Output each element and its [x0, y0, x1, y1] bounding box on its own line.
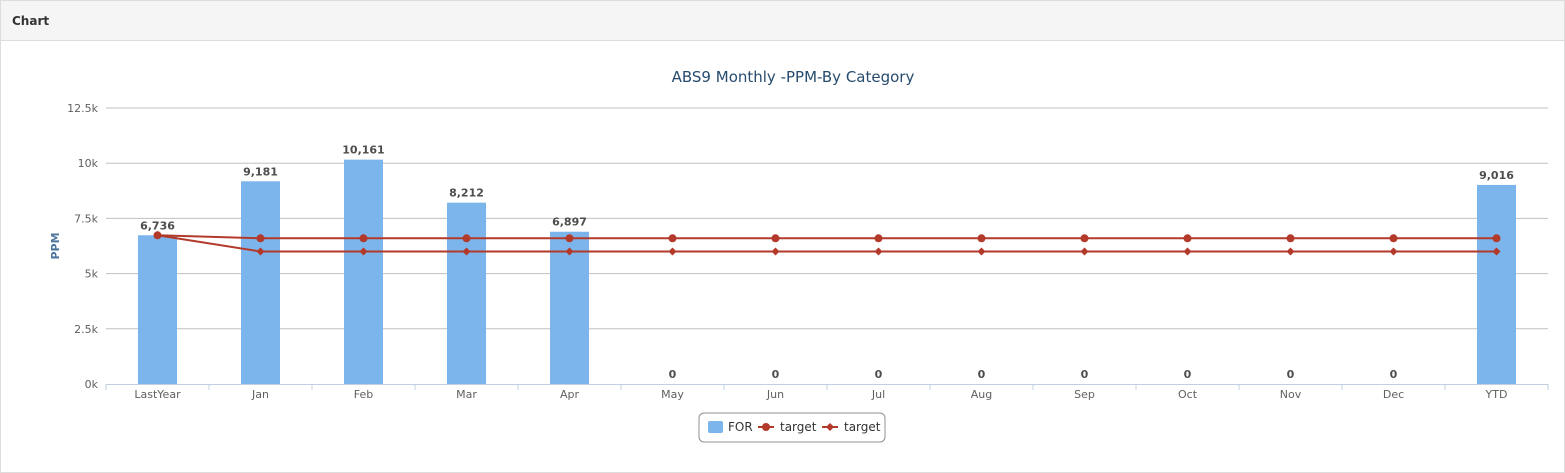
- line-point: [1286, 234, 1295, 243]
- panel-title: Chart: [12, 14, 50, 28]
- x-tick-label: Nov: [1280, 388, 1302, 401]
- line-point: [1080, 234, 1089, 243]
- data-label: 8,212: [449, 187, 484, 200]
- line-point: [565, 234, 574, 243]
- line-point: [977, 247, 986, 256]
- data-label: 9,016: [1479, 169, 1514, 182]
- data-label: 0: [1184, 368, 1192, 381]
- y-tick-label: 0k: [85, 378, 99, 391]
- line-point: [462, 247, 471, 256]
- x-tick-label: May: [661, 388, 684, 401]
- x-tick-label: Mar: [456, 388, 477, 401]
- data-label: 0: [1390, 368, 1398, 381]
- legend-item-target[interactable]: target: [758, 420, 817, 434]
- line-point: [359, 234, 368, 243]
- bar: [447, 202, 486, 384]
- line-point: [1183, 247, 1192, 256]
- legend-marker: [826, 423, 834, 431]
- data-label: 0: [669, 368, 677, 381]
- data-label: 0: [875, 368, 883, 381]
- line-point: [462, 234, 471, 243]
- line-point: [874, 234, 883, 243]
- legend[interactable]: FOR target target: [698, 412, 886, 443]
- legend-box: [698, 412, 886, 443]
- line-point: [1389, 247, 1398, 256]
- line-point: [668, 234, 677, 243]
- y-tick-label: 2.5k: [74, 323, 98, 336]
- line-point: [256, 247, 265, 256]
- legend-item-for[interactable]: FOR: [708, 420, 753, 434]
- grid-lines: [106, 107, 1548, 330]
- data-label: 0: [772, 368, 780, 381]
- series-line: [157, 234, 1497, 253]
- data-label: 0: [1287, 368, 1295, 381]
- y-tick-label: 12.5k: [67, 102, 98, 115]
- line-point: [1286, 247, 1295, 256]
- x-tick-label: Apr: [560, 388, 580, 401]
- x-tick-label: Feb: [354, 388, 373, 401]
- data-label: 9,181: [243, 165, 278, 178]
- data-label: 0: [1081, 368, 1089, 381]
- bar: [1477, 184, 1516, 384]
- line-point: [153, 231, 162, 240]
- data-label: 6,897: [552, 216, 587, 229]
- x-tick-label: Jan: [251, 388, 269, 401]
- panel-header: Chart: [1, 1, 1564, 41]
- x-tick-label: Jul: [871, 388, 885, 401]
- legend-label: target: [780, 420, 817, 434]
- series-line: [157, 234, 1497, 240]
- data-label: 0: [978, 368, 986, 381]
- line-point: [771, 247, 780, 256]
- data-label: 6,736: [140, 219, 175, 232]
- line-point: [1183, 234, 1192, 243]
- bar-series: [138, 159, 1516, 384]
- x-tick-label: Jun: [766, 388, 784, 401]
- bar: [138, 235, 177, 384]
- line-point: [771, 234, 780, 243]
- chart-title: ABS9 Monthly -PPM-By Category: [672, 68, 915, 86]
- line-point: [256, 234, 265, 243]
- y-tick-label: 10k: [78, 157, 99, 170]
- legend-item-target[interactable]: target: [822, 420, 881, 434]
- line-point: [1080, 247, 1089, 256]
- legend-marker: [762, 423, 770, 431]
- x-tick-label: LastYear: [134, 388, 181, 401]
- line-point: [1389, 234, 1398, 243]
- legend-swatch: [708, 421, 723, 433]
- bar: [550, 231, 589, 384]
- y-tick-label: 5k: [85, 268, 99, 281]
- x-tick-label: YTD: [1485, 388, 1508, 401]
- legend-label: target: [844, 420, 881, 434]
- legend-label: FOR: [728, 420, 753, 434]
- x-tick-label: Dec: [1383, 388, 1404, 401]
- x-axis: LastYear Jan Feb Mar Apr May Jun Jul Aug Sep Oct No…: [105, 384, 1549, 401]
- y-axis-label: PPM: [49, 232, 62, 259]
- line-point: [874, 247, 883, 256]
- line-point: [1492, 247, 1501, 256]
- y-tick-label: 7.5k: [74, 212, 98, 225]
- data-labels: 6,736 9,181 10,161 8,212 6,897 0 0 0 0 0 0 0 0 9,016: [140, 144, 1514, 381]
- line-point: [977, 234, 986, 243]
- line-point: [565, 247, 574, 256]
- ppm-chart: ABS9 Monthly -PPM-By Category 0k 2.5k 5k 7.…: [49, 68, 1549, 443]
- line-point: [359, 247, 368, 256]
- data-label: 10,161: [342, 144, 384, 157]
- line-point: [1492, 234, 1501, 243]
- bar: [241, 181, 280, 384]
- x-tick-label: Oct: [1178, 388, 1198, 401]
- x-tick-label: Sep: [1074, 388, 1095, 401]
- line-series: [153, 231, 1501, 256]
- y-axis-ticks: 0k 2.5k 5k 7.5k 10k 12.5k: [67, 102, 98, 391]
- bar: [344, 159, 383, 384]
- x-tick-label: Aug: [971, 388, 992, 401]
- line-point: [668, 247, 677, 256]
